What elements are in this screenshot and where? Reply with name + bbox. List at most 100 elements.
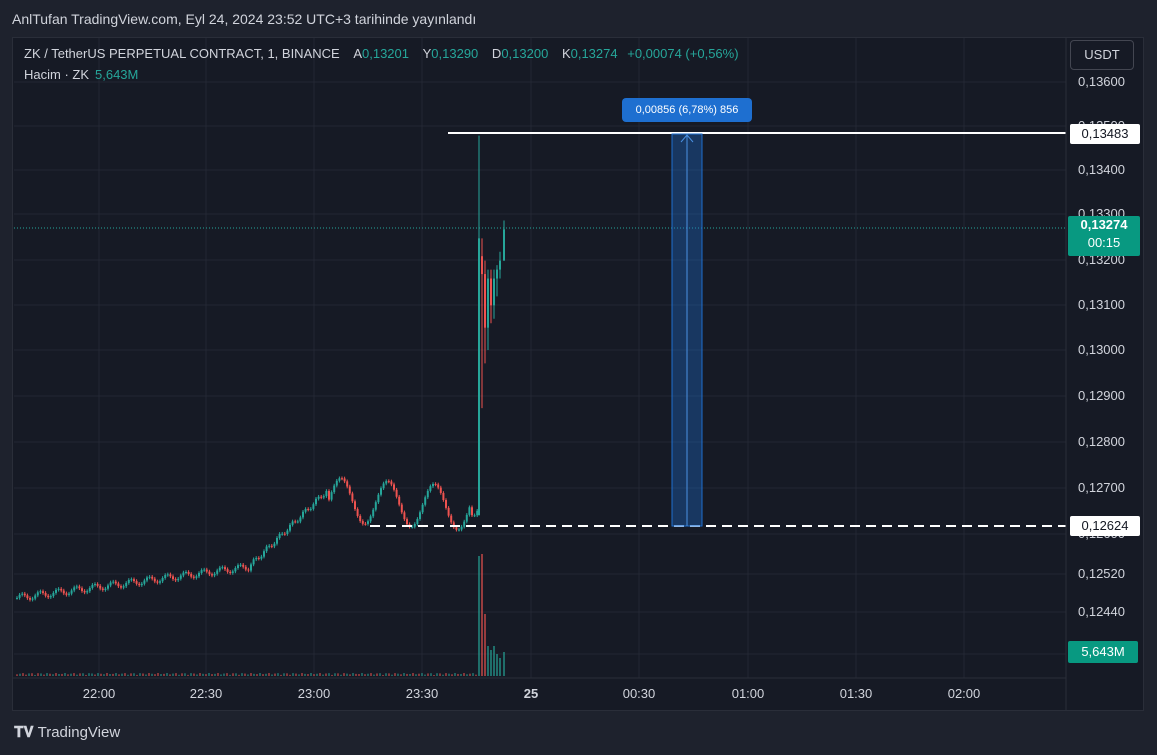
candle-body <box>296 521 299 523</box>
volume-bar <box>31 673 33 676</box>
volume-bar <box>325 673 327 676</box>
volume-bar <box>220 674 222 676</box>
symbol-title[interactable]: ZK / TetherUS PERPETUAL CONTRACT, 1, BIN… <box>24 46 340 61</box>
chart-panel[interactable] <box>12 37 1144 711</box>
candle-body <box>281 533 284 535</box>
volume-bar <box>433 674 435 676</box>
candle-body <box>328 490 330 500</box>
candle-body <box>229 571 232 573</box>
publish-info: AnlTufan TradingView.com, Eyl 24, 2024 2… <box>12 11 477 27</box>
candle-body <box>476 510 479 516</box>
candle-body <box>107 585 109 589</box>
volume-bar <box>25 674 27 676</box>
candle-body <box>205 569 208 572</box>
candle-body <box>263 551 265 557</box>
candle-body <box>322 496 325 498</box>
volume-bar <box>373 674 375 676</box>
volume-bar <box>208 673 210 676</box>
price-tick: 0,13000 <box>1078 342 1125 357</box>
candle-body <box>406 519 408 525</box>
volume-title[interactable]: Hacim · ZK <box>24 67 89 82</box>
volume-bar <box>184 673 186 676</box>
candle-body <box>380 488 382 495</box>
volume-bar <box>313 674 315 676</box>
candle-body <box>447 507 450 516</box>
volume-bar <box>301 673 303 676</box>
volume-bar <box>247 674 249 676</box>
volume-bar <box>448 673 450 676</box>
volume-value: 5,643M <box>95 67 139 82</box>
volume-bar <box>343 673 345 676</box>
volume-bar <box>154 674 156 676</box>
volume-bar <box>442 674 444 676</box>
volume-bar <box>349 674 351 676</box>
volume-bar <box>427 673 429 676</box>
volume-series <box>16 554 505 676</box>
candle-body <box>148 576 151 578</box>
candle-body <box>36 592 39 596</box>
volume-bar <box>310 673 312 676</box>
candle-body <box>351 493 354 502</box>
price-tick: 0,12700 <box>1078 480 1125 495</box>
candle-body <box>86 591 89 593</box>
candle-body <box>192 576 195 578</box>
candle-body <box>286 530 289 534</box>
candle-body <box>21 593 24 595</box>
candle-body <box>250 564 252 571</box>
volume-bar <box>124 673 126 676</box>
candle-body <box>78 586 81 589</box>
candle-body <box>226 569 229 572</box>
close-value: 0,13274 <box>570 46 618 61</box>
time-tick: 01:30 <box>839 686 873 701</box>
volume-bar <box>283 673 285 676</box>
volume-bar <box>211 674 213 676</box>
low-line-price-label: 0,12624 <box>1070 516 1140 536</box>
candle-body <box>39 591 42 593</box>
volume-bar <box>451 674 453 676</box>
grid-lines <box>14 38 1066 678</box>
volume-bar <box>214 673 216 676</box>
candle-body <box>257 557 260 559</box>
candle-body <box>231 571 234 573</box>
candle-body <box>190 573 193 577</box>
candle-body <box>393 484 395 490</box>
candle-body <box>499 260 501 270</box>
volume-bar <box>34 674 36 676</box>
volume-bar <box>241 673 243 676</box>
volume-bar <box>286 673 288 676</box>
volume-bar <box>307 674 309 676</box>
volume-bar <box>400 674 402 676</box>
tradingview-brand[interactable]: 𝐓𝐕 TradingView <box>14 724 121 741</box>
candle-body <box>62 590 65 594</box>
candle-body <box>91 584 94 588</box>
candle-body <box>493 278 495 306</box>
candle-body <box>330 492 333 500</box>
volume-bar <box>334 673 336 676</box>
volume-bar <box>277 673 279 676</box>
currency-button[interactable]: USDT <box>1070 40 1134 70</box>
volume-bar <box>157 673 159 676</box>
volume-bar <box>148 673 150 676</box>
tradingview-logo-icon: 𝐓𝐕 <box>14 724 34 741</box>
high-value: 0,13290 <box>431 46 479 61</box>
candle-body <box>52 592 55 597</box>
volume-bar <box>475 674 477 676</box>
candle-body <box>117 583 120 587</box>
candle-body <box>309 508 312 510</box>
volume-bar <box>355 673 357 676</box>
candle-body <box>372 509 375 517</box>
volume-bar <box>64 673 66 676</box>
volume-bar <box>205 674 207 676</box>
candle-body <box>29 598 31 600</box>
volume-bar <box>415 674 417 676</box>
open-value: 0,13201 <box>362 46 409 61</box>
candle-body <box>312 504 315 509</box>
volume-bar <box>253 673 255 676</box>
volume-bar <box>118 674 120 676</box>
volume-bar <box>256 674 258 676</box>
volume-bar <box>412 673 414 676</box>
candle-body <box>333 485 336 493</box>
candle-body <box>426 490 429 498</box>
candle-body <box>169 574 172 577</box>
